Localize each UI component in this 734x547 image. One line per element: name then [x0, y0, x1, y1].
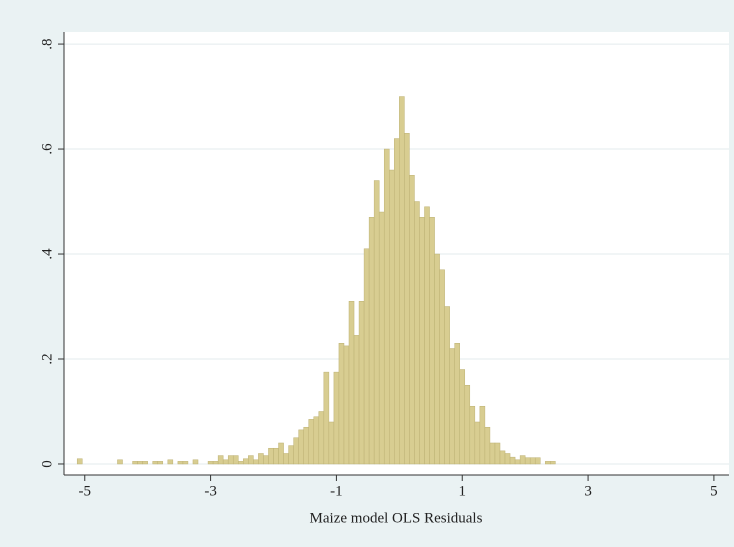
- bar: [137, 461, 143, 465]
- bar: [248, 455, 254, 465]
- bar: [353, 335, 360, 465]
- bar: [288, 445, 294, 465]
- bar: [399, 96, 405, 465]
- bar: [117, 459, 123, 465]
- bar: [494, 442, 501, 465]
- bar: [358, 301, 365, 465]
- bar: [434, 253, 440, 465]
- x-tick-label: -5: [79, 483, 92, 499]
- bar: [243, 458, 249, 465]
- y-tick-label: 0: [39, 460, 55, 468]
- bar: [404, 133, 410, 465]
- bar: [529, 457, 536, 465]
- bar: [323, 371, 330, 465]
- bar: [232, 455, 239, 465]
- bar: [509, 456, 516, 465]
- bar: [152, 461, 158, 465]
- bar: [212, 461, 219, 465]
- bar: [550, 461, 556, 465]
- bar: [333, 371, 340, 465]
- x-axis-title: Maize model OLS Residuals: [310, 510, 483, 526]
- bar: [167, 459, 174, 465]
- bar: [222, 459, 229, 465]
- bar: [283, 453, 289, 465]
- x-tick-label: 5: [710, 483, 718, 499]
- bar: [479, 405, 486, 465]
- bar: [464, 384, 471, 465]
- bar: [253, 459, 259, 465]
- bar: [313, 416, 320, 465]
- bar: [182, 461, 189, 465]
- bar: [424, 206, 430, 465]
- bar: [389, 169, 395, 465]
- bar: [363, 248, 370, 465]
- x-tick-label: 3: [584, 483, 592, 499]
- bar: [207, 461, 214, 465]
- bar: [217, 455, 224, 465]
- bar: [76, 458, 83, 465]
- bar: [439, 269, 445, 465]
- bar: [474, 421, 481, 465]
- x-tick-label: -3: [204, 483, 217, 499]
- bar: [373, 180, 380, 465]
- x-tick-label: -1: [330, 483, 343, 499]
- bar: [328, 421, 335, 465]
- bar: [414, 201, 420, 465]
- bar: [524, 457, 531, 465]
- bar: [268, 447, 274, 465]
- bar: [273, 447, 279, 465]
- y-tick-label: .2: [39, 353, 55, 364]
- bar: [293, 437, 299, 465]
- bar: [343, 345, 350, 465]
- bar: [192, 459, 199, 465]
- bar: [504, 453, 511, 465]
- bar: [318, 411, 325, 465]
- bar: [298, 429, 304, 465]
- bar: [303, 426, 309, 465]
- bar: [394, 138, 400, 465]
- y-tick-label: .4: [39, 248, 55, 260]
- y-tick-label: .6: [39, 143, 55, 155]
- bar: [429, 217, 435, 465]
- bar: [263, 455, 269, 465]
- bar: [459, 369, 466, 465]
- bar: [499, 450, 506, 465]
- bar: [338, 343, 345, 465]
- bar: [157, 461, 164, 465]
- bar: [132, 461, 138, 465]
- bar: [177, 461, 184, 465]
- bar: [378, 211, 385, 465]
- bar: [514, 459, 521, 465]
- bar: [454, 343, 460, 465]
- x-tick-label: 1: [458, 483, 466, 499]
- bar: [383, 148, 390, 465]
- bar: [484, 426, 491, 465]
- bar: [258, 453, 264, 465]
- bar: [469, 405, 476, 465]
- bar: [238, 461, 244, 465]
- bar: [444, 306, 450, 465]
- bar: [409, 175, 415, 465]
- bar: [489, 442, 496, 465]
- bar: [278, 442, 284, 465]
- bar: [142, 461, 148, 465]
- bar: [368, 217, 375, 465]
- y-tick-label: .8: [39, 38, 55, 49]
- bar: [545, 461, 551, 465]
- bar: [519, 455, 526, 465]
- bar: [348, 301, 355, 465]
- bar: [308, 419, 315, 465]
- bar: [449, 348, 455, 465]
- bar: [534, 457, 541, 465]
- bar: [227, 455, 234, 465]
- bar: [419, 217, 425, 465]
